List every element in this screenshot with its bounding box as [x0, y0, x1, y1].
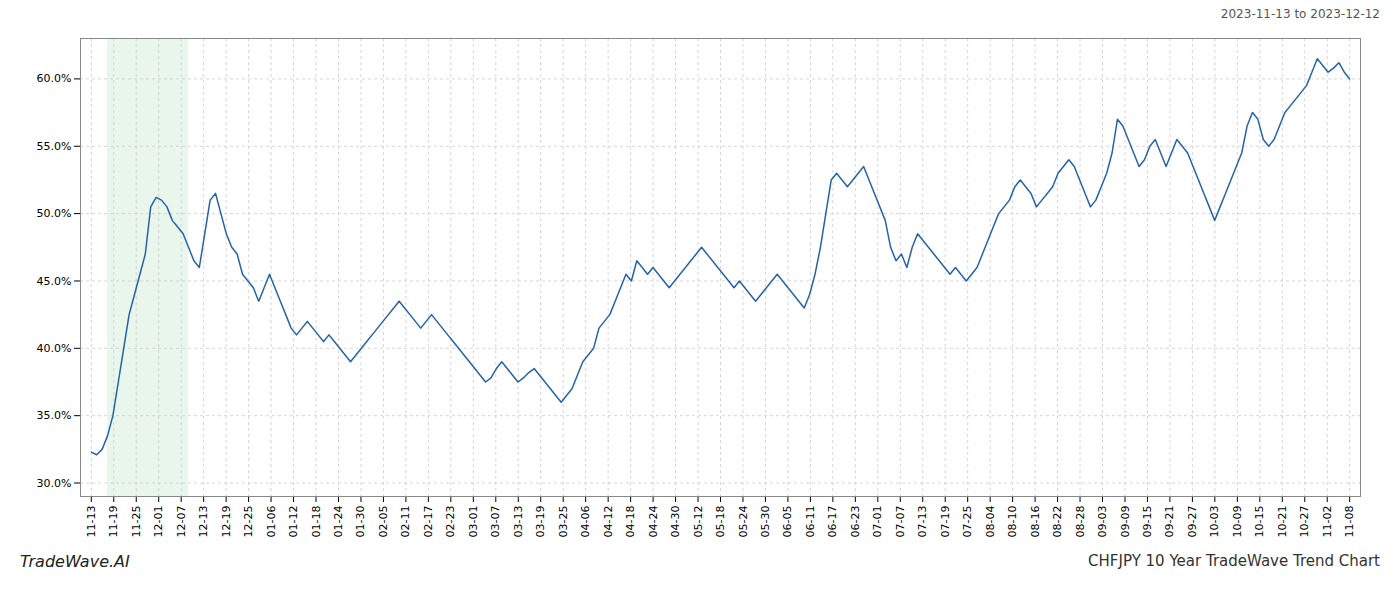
svg-text:08-16: 08-16 [1029, 506, 1042, 538]
svg-text:12-01: 12-01 [152, 506, 165, 538]
svg-text:11-19: 11-19 [107, 506, 120, 538]
html-text:2023-11-13 to 2023-12-12: 2023-11-13 to 2023-12-12 [1220, 7, 1380, 21]
svg-text:04-18: 04-18 [624, 506, 637, 538]
svg-text:12-19: 12-19 [220, 506, 233, 538]
svg-text:07-13: 07-13 [916, 506, 929, 538]
svg-text:55.0%: 55.0% [37, 140, 72, 153]
svg-text:06-23: 06-23 [849, 506, 862, 538]
svg-text:50.0%: 50.0% [37, 207, 72, 220]
svg-text:08-22: 08-22 [1051, 506, 1064, 538]
svg-text:05-18: 05-18 [714, 506, 727, 538]
svg-text:05-12: 05-12 [692, 506, 705, 538]
svg-text:08-28: 08-28 [1074, 506, 1087, 538]
svg-text:03-13: 03-13 [512, 506, 525, 538]
svg-text:10-27: 10-27 [1298, 506, 1311, 538]
svg-text:09-03: 09-03 [1096, 506, 1109, 538]
svg-text:01-30: 01-30 [354, 506, 367, 538]
svg-text:12-07: 12-07 [175, 506, 188, 538]
svg-text:04-06: 04-06 [579, 506, 592, 538]
html-text:CHFJPY 10 Year TradeWave Trend: CHFJPY 10 Year TradeWave Trend Chart [1088, 552, 1380, 570]
svg-text:11-25: 11-25 [130, 506, 143, 538]
svg-text:11-13: 11-13 [85, 506, 98, 538]
svg-text:02-17: 02-17 [422, 506, 435, 538]
svg-text:03-01: 03-01 [467, 506, 480, 538]
svg-text:01-24: 01-24 [332, 506, 345, 538]
svg-text:03-19: 03-19 [534, 506, 547, 538]
svg-text:01-12: 01-12 [287, 506, 300, 538]
svg-text:05-30: 05-30 [759, 506, 772, 538]
svg-text:09-21: 09-21 [1163, 506, 1176, 538]
svg-text:04-12: 04-12 [602, 506, 615, 538]
svg-text:12-25: 12-25 [242, 506, 255, 538]
svg-text:07-25: 07-25 [961, 506, 974, 538]
svg-text:10-03: 10-03 [1208, 506, 1221, 538]
svg-text:04-24: 04-24 [647, 506, 660, 538]
svg-text:09-27: 09-27 [1186, 506, 1199, 538]
svg-text:01-18: 01-18 [310, 506, 323, 538]
svg-text:35.0%: 35.0% [37, 409, 72, 422]
svg-text:40.0%: 40.0% [37, 342, 72, 355]
svg-text:03-25: 03-25 [557, 506, 570, 538]
svg-text:07-19: 07-19 [939, 506, 952, 538]
svg-text:07-07: 07-07 [894, 506, 907, 538]
svg-text:05-24: 05-24 [736, 506, 749, 538]
svg-text:01-06: 01-06 [265, 506, 278, 538]
svg-text:09-15: 09-15 [1141, 506, 1154, 538]
svg-text:06-05: 06-05 [781, 506, 794, 538]
svg-text:10-21: 10-21 [1276, 506, 1289, 538]
svg-text:60.0%: 60.0% [37, 72, 72, 85]
html-text:TradeWave.AI: TradeWave.AI [20, 551, 130, 571]
svg-text:06-11: 06-11 [804, 506, 817, 538]
svg-text:02-11: 02-11 [399, 506, 412, 538]
svg-text:30.0%: 30.0% [37, 477, 72, 490]
svg-text:10-15: 10-15 [1253, 506, 1266, 538]
svg-text:03-07: 03-07 [489, 506, 502, 538]
svg-text:08-10: 08-10 [1006, 506, 1019, 538]
svg-text:02-23: 02-23 [444, 506, 457, 538]
svg-text:04-30: 04-30 [669, 506, 682, 538]
svg-text:02-05: 02-05 [377, 506, 390, 538]
svg-text:08-04: 08-04 [984, 506, 997, 538]
svg-text:10-09: 10-09 [1231, 506, 1244, 538]
svg-text:12-13: 12-13 [197, 506, 210, 538]
svg-text:11-08: 11-08 [1343, 506, 1356, 538]
svg-text:06-17: 06-17 [826, 506, 839, 538]
svg-text:45.0%: 45.0% [37, 274, 72, 287]
svg-text:09-09: 09-09 [1119, 506, 1132, 538]
svg-text:07-01: 07-01 [871, 506, 884, 538]
svg-text:11-02: 11-02 [1321, 506, 1334, 538]
